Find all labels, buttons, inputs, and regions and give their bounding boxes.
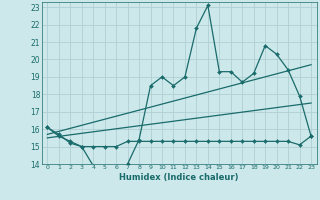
X-axis label: Humidex (Indice chaleur): Humidex (Indice chaleur) xyxy=(119,173,239,182)
